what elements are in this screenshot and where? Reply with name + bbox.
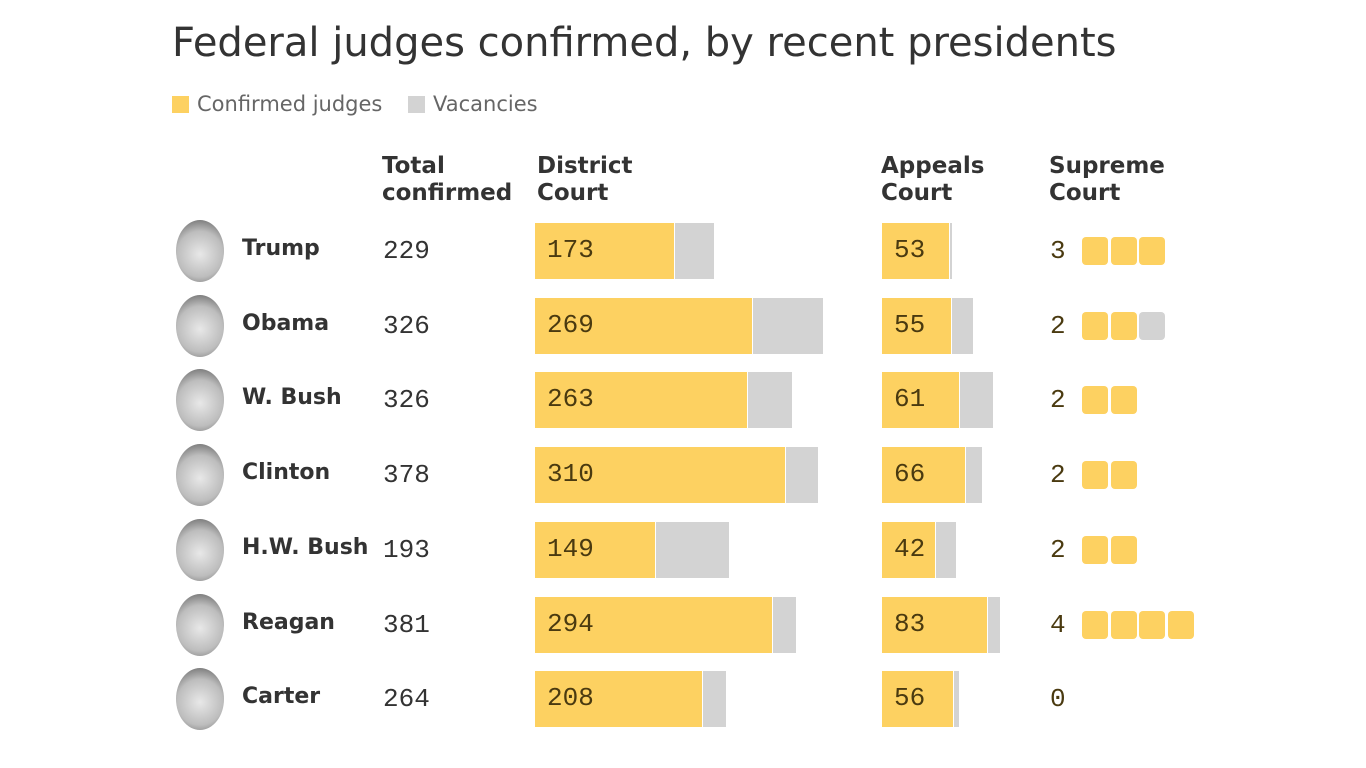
- president-name: Carter: [242, 684, 321, 710]
- supreme-confirmed: [1139, 237, 1166, 265]
- column-header: Supreme Court: [1049, 153, 1165, 206]
- supreme-vacancy: [1139, 311, 1166, 340]
- total-value: 326: [383, 385, 430, 416]
- supreme-confirmed: [1168, 610, 1195, 639]
- total-value: 229: [383, 236, 430, 266]
- confirmed-bar: [882, 223, 950, 279]
- bar-label: 269: [547, 309, 594, 340]
- supreme-confirmed: [1110, 237, 1137, 265]
- supreme-value: 2: [1050, 385, 1066, 416]
- president-photo: [176, 444, 224, 507]
- confirmed-bar: [535, 223, 676, 279]
- supreme-confirmed: [1110, 461, 1137, 490]
- confirmed-bar: [882, 372, 961, 429]
- bar-label: 149: [547, 533, 594, 564]
- president-photo: [176, 369, 224, 432]
- vacancy-bar: [786, 447, 819, 504]
- column-header: Appeals Court: [881, 153, 985, 206]
- supreme-confirmed: [1082, 311, 1108, 340]
- bar-label: 66: [894, 459, 926, 490]
- vacancy-bar: [953, 671, 959, 728]
- supreme-confirmed: [1082, 237, 1108, 265]
- supreme-confirmed: [1082, 461, 1108, 490]
- confirmed-bar: [535, 297, 753, 354]
- supreme-value: 2: [1050, 460, 1066, 491]
- supreme-confirmed: [1082, 610, 1108, 639]
- bar-label: 208: [547, 683, 594, 714]
- vacancy-bar: [752, 297, 823, 354]
- confirmed-bar: [535, 596, 774, 653]
- vacancy-bar: [655, 521, 730, 578]
- confirmed-bar: [535, 521, 656, 578]
- president-name: Trump: [242, 236, 320, 261]
- vacancy-bar: [773, 596, 796, 653]
- president-photo: [176, 668, 224, 731]
- bar-label: 53: [894, 235, 926, 265]
- vacancy-bar: [960, 372, 994, 429]
- vacancy-bar: [952, 297, 973, 354]
- supreme-value: 2: [1050, 534, 1066, 565]
- confirmed-bar: [535, 372, 749, 429]
- legend-label: Confirmed judges: [197, 92, 383, 116]
- column-header: Total confirmed: [382, 153, 513, 206]
- legend-swatch: [408, 95, 425, 113]
- total-value: 381: [383, 609, 430, 640]
- supreme-confirmed: [1110, 311, 1137, 340]
- bar-label: 263: [547, 384, 594, 415]
- vacancy-bar: [988, 596, 1000, 653]
- total-value: 264: [383, 684, 430, 715]
- total-value: 326: [383, 310, 430, 341]
- supreme-confirmed: [1082, 535, 1108, 564]
- president-photo: [176, 294, 224, 357]
- vacancy-bar: [966, 447, 982, 504]
- total-value: 193: [383, 534, 430, 565]
- supreme-confirmed: [1139, 610, 1166, 639]
- confirmed-bar: [535, 447, 787, 504]
- supreme-confirmed: [1110, 386, 1137, 415]
- supreme-value: 2: [1050, 310, 1066, 341]
- legend-item: Vacancies: [408, 92, 538, 116]
- supreme-value: 4: [1050, 609, 1066, 640]
- bar-label: 56: [894, 683, 926, 714]
- bar-label: 310: [547, 459, 594, 490]
- president-name: W. Bush: [242, 385, 342, 411]
- column-header: District Court: [537, 153, 633, 206]
- confirmed-bar: [882, 596, 989, 653]
- bar-label: 42: [894, 533, 926, 564]
- supreme-confirmed: [1082, 386, 1108, 415]
- confirmed-bar: [882, 447, 967, 504]
- president-name: Obama: [242, 310, 330, 336]
- legend-label: Vacancies: [433, 92, 538, 116]
- president-photo: [176, 220, 224, 282]
- president-photo: [176, 518, 224, 581]
- president-name: H.W. Bush: [242, 534, 369, 560]
- legend-item: Confirmed judges: [172, 92, 382, 116]
- president-name: Reagan: [242, 609, 335, 635]
- bar-label: 294: [547, 608, 594, 639]
- legend-swatch: [172, 95, 189, 113]
- chart-title: Federal judges confirmed, by recent pres…: [172, 20, 1117, 66]
- bar-label: 173: [547, 235, 594, 265]
- bar-label: 61: [894, 384, 926, 415]
- vacancy-bar: [703, 671, 727, 728]
- supreme-confirmed: [1110, 610, 1137, 639]
- president-name: Clinton: [242, 460, 331, 486]
- vacancy-bar: [949, 223, 953, 279]
- vacancy-bar: [675, 223, 714, 279]
- confirmed-bar: [882, 671, 954, 728]
- bar-label: 83: [894, 608, 926, 639]
- bar-label: 55: [894, 309, 926, 340]
- confirmed-bar: [882, 521, 936, 578]
- confirmed-bar: [882, 297, 953, 354]
- vacancy-bar: [935, 521, 957, 578]
- supreme-value: 3: [1050, 236, 1066, 266]
- president-photo: [176, 593, 224, 656]
- supreme-confirmed: [1110, 535, 1137, 564]
- vacancy-bar: [748, 372, 792, 429]
- supreme-value: 0: [1050, 684, 1066, 715]
- total-value: 378: [383, 460, 430, 491]
- confirmed-bar: [535, 671, 704, 728]
